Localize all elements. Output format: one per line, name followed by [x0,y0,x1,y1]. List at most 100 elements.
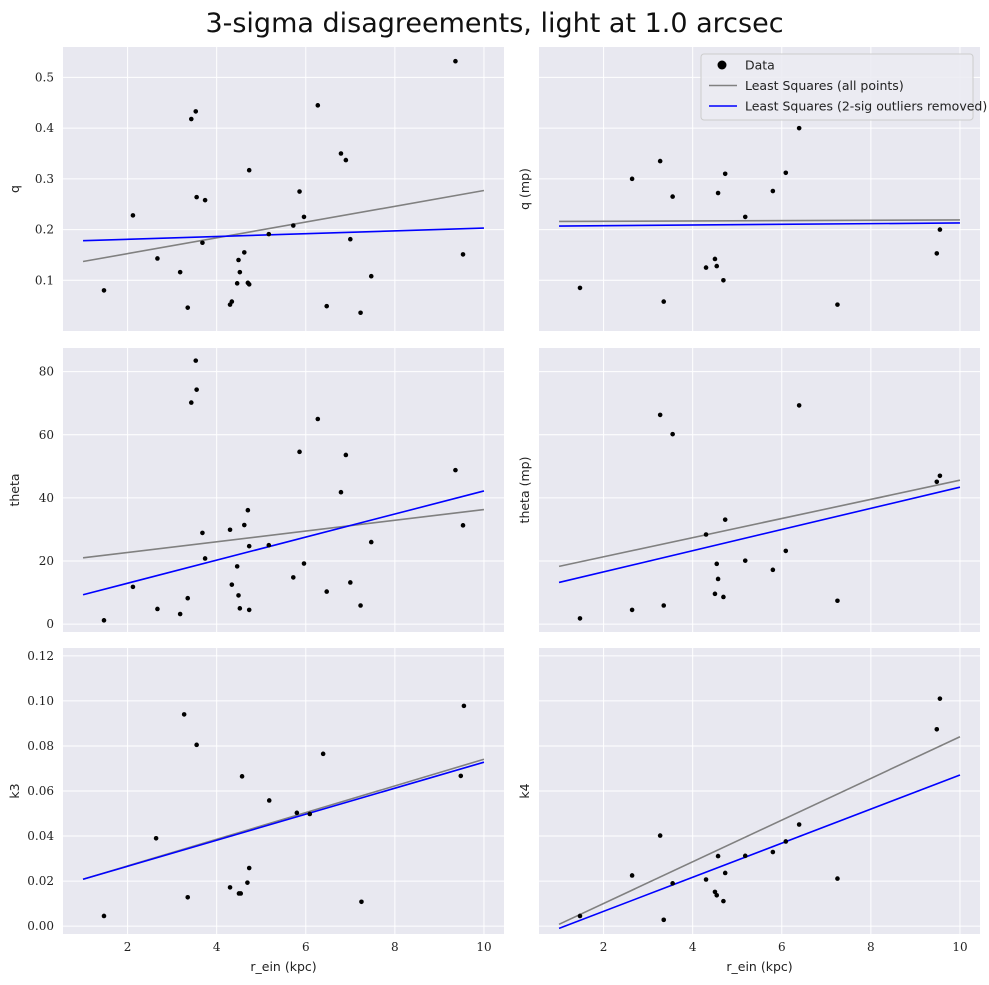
data-point [153,835,159,841]
data-point [368,539,374,545]
data-point [194,194,199,200]
data-point [796,403,802,408]
data-point [770,567,776,573]
data-point [742,558,748,563]
figure-title: 3-sigma disagreements, light at 1.0 arcs… [205,8,783,39]
y-tick-label: 20 [39,554,54,568]
data-point [453,58,458,64]
x-tick-label: 2 [600,940,608,954]
data-point [577,285,583,291]
data-point [320,751,326,757]
data-point [460,523,466,528]
fit-line-outliers-removed [83,227,484,242]
data-point [188,116,194,122]
data-point [461,703,467,709]
data-point [722,171,728,177]
data-point [742,214,748,220]
data-point [239,774,245,779]
data-point [937,696,943,701]
data-point [835,598,840,604]
legend-label: Least Squares (all points) [745,78,904,93]
y-tick-label: 0.5 [35,70,54,84]
data-point [670,431,675,437]
x-axis-label: r_ein (kpc) [726,959,792,974]
x-tick-label: 8 [391,940,399,954]
data-point [629,176,635,182]
data-point [934,726,940,732]
data-point [703,265,709,270]
data-point [714,561,720,567]
data-point [770,849,776,855]
plot-area [539,348,980,632]
data-point [783,170,789,176]
data-point [246,167,252,173]
data-point [629,873,635,878]
data-point [242,250,247,255]
data-point [236,593,241,598]
data-point [193,109,199,114]
data-point [297,449,302,455]
data-point [194,387,199,392]
data-point [721,594,726,600]
y-axis-label: theta [7,473,22,506]
data-point [229,582,235,587]
fit-line-all-points [559,219,960,223]
fit-line-all-points [558,479,961,568]
x-tick-label: 10 [952,940,967,954]
data-point [237,269,243,275]
plot-area [63,47,504,331]
subplot-q: 0.1 0.2 0.3 0.4 0.5 q [7,47,504,331]
y-tick-label: 0.02 [27,874,54,888]
y-tick-label: 0.04 [27,829,54,843]
data-point [266,231,272,237]
subplot-k4: 2 4 6 8 10 k4 r_ein (kpc) [517,648,980,974]
x-tick-label: 8 [867,940,875,954]
y-tick-label: 0.3 [35,172,54,186]
data-point [835,302,840,307]
data-point [227,885,233,890]
data-point [629,607,635,613]
plot-area [63,348,504,632]
data-point [202,556,208,561]
legend-label: Least Squares (2-sig outliers removed) [745,99,987,114]
data-point [458,773,464,779]
y-tick-label: 60 [39,428,54,442]
data-point [177,269,183,275]
data-point [721,277,726,283]
data-point [101,913,107,919]
data-point [714,263,720,269]
data-point [721,898,726,904]
fit-line-all-points [558,736,961,926]
y-tick-label: 0.1 [35,273,54,287]
fit-line-all-points [82,189,485,263]
data-point [742,853,748,859]
data-point [185,305,191,310]
data-point [324,589,330,594]
data-point [291,575,296,580]
data-point [202,197,208,203]
y-tick-label: 0 [46,617,54,631]
data-point [368,273,374,279]
data-point [177,611,183,617]
data-point [577,913,583,919]
y-tick-label: 0.12 [27,649,54,663]
data-point [200,240,205,246]
data-point [348,236,353,242]
data-point [246,865,252,871]
data-point [294,810,300,816]
data-point [343,157,349,163]
x-tick-label: 6 [302,940,310,954]
data-point [246,543,252,549]
subplot-grid: 0.1 0.2 0.3 0.4 0.5 q q (mp) 0 20 40 60 80 theta thet… [7,47,980,974]
data-point [301,561,307,566]
data-point [670,194,675,199]
data-point [661,299,667,304]
y-tick-label: 0.08 [27,739,54,753]
data-point [234,281,240,286]
y-tick-label: 40 [39,491,54,505]
data-point [315,416,321,422]
data-point [245,507,251,513]
legend: Data Least Squares (all points) Least Squa… [700,53,987,121]
data-point [324,303,330,309]
data-point [227,527,233,533]
